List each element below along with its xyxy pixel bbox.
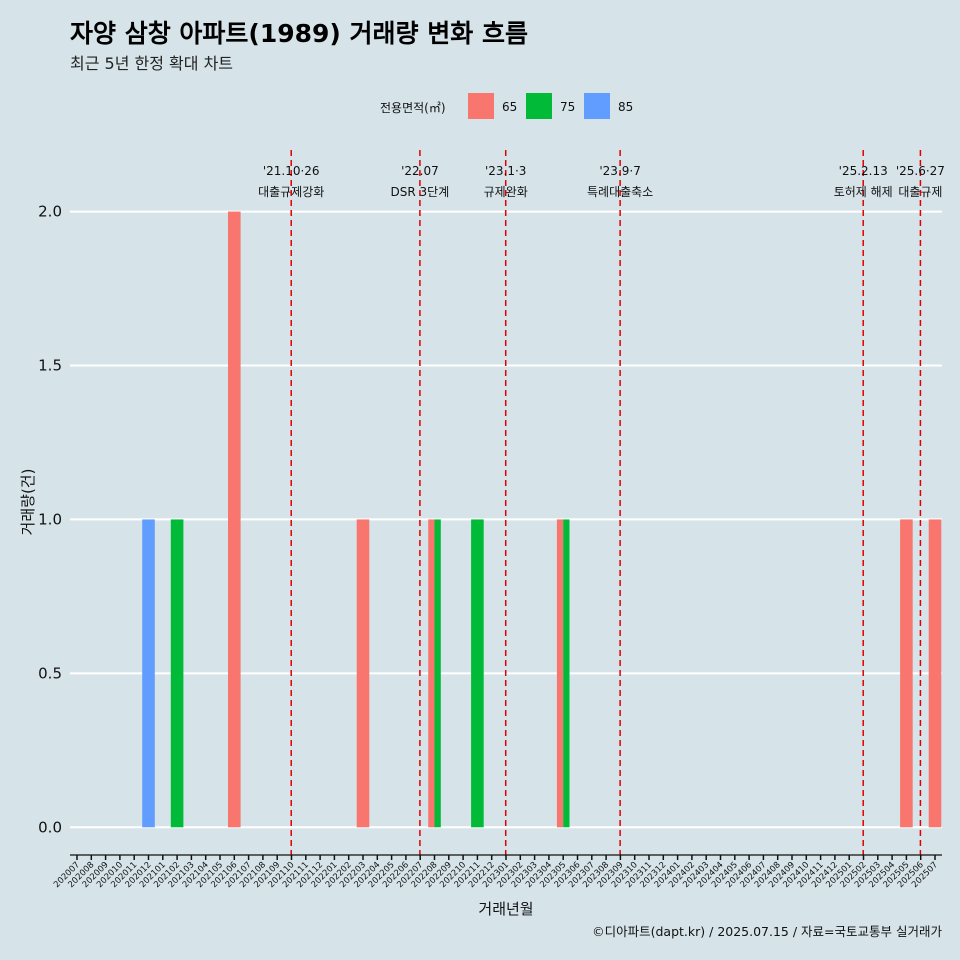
- legend-label-85: 85: [618, 100, 633, 114]
- legend-label-75: 75: [560, 100, 575, 114]
- event-date: '22.07: [401, 164, 439, 178]
- bar-202305-75: [563, 519, 570, 828]
- event-label: 특례대출축소: [587, 185, 653, 199]
- chart-subtitle: 최근 5년 한정 확대 차트: [70, 54, 233, 73]
- bar-202012-85: [142, 519, 155, 828]
- event-label: 대출규제: [898, 185, 942, 199]
- event-markers: '21.10·26 대출규제강화 '22.07 DSR 3단계 '23.1·3 규제완화 '…: [258, 150, 945, 855]
- event-label: 토허제 해제: [834, 185, 893, 199]
- bars: [142, 211, 942, 828]
- y-axis: 0.0 0.5 1.0 1.5 2.0: [38, 203, 62, 837]
- event-label: DSR 3단계: [391, 185, 450, 199]
- event-date: '23.1·3: [485, 164, 526, 178]
- bar-202106-65: [228, 211, 241, 828]
- event-date: '25.6·27: [896, 164, 945, 178]
- bar-202208-65: [428, 519, 435, 828]
- y-tick-label: 1.0: [38, 510, 62, 528]
- bar-202305-65: [556, 519, 564, 828]
- y-tick-label: 0.0: [38, 818, 62, 836]
- event-date: '25.2.13: [839, 164, 888, 178]
- chart-caption: ©디아파트(dapt.kr) / 2025.07.15 / 자료=국토교통부 실…: [592, 924, 942, 939]
- event-date: '21.10·26: [263, 164, 320, 178]
- legend: 전용면적(㎡) 65 75 85: [380, 93, 633, 119]
- event-date: '23.9·7: [599, 164, 640, 178]
- bar-202505-65: [900, 519, 913, 828]
- x-axis: 2020072020082020092020102020112020122021…: [52, 854, 942, 890]
- y-tick-label: 2.0: [38, 203, 62, 221]
- bar-202507-65: [928, 519, 942, 828]
- event-label: 대출규제강화: [258, 185, 324, 199]
- x-axis-label: 거래년월: [478, 900, 533, 918]
- bar-202211-75: [471, 519, 484, 828]
- legend-label-65: 65: [502, 100, 517, 114]
- y-axis-label: 거래량(건): [19, 469, 37, 536]
- bar-202208-75: [434, 519, 441, 828]
- bar-202102-75: [170, 519, 184, 828]
- bar-202203-65: [356, 519, 370, 828]
- legend-key-85: [584, 93, 610, 119]
- legend-key-75: [526, 93, 552, 119]
- chart-title: 자양 삼창 아파트(1989) 거래량 변화 흐름: [70, 19, 528, 48]
- y-tick-label: 1.5: [38, 357, 62, 375]
- legend-title: 전용면적(㎡): [380, 101, 446, 115]
- y-tick-label: 0.5: [38, 664, 62, 682]
- legend-key-65: [468, 93, 494, 119]
- event-label: 규제완화: [484, 185, 528, 199]
